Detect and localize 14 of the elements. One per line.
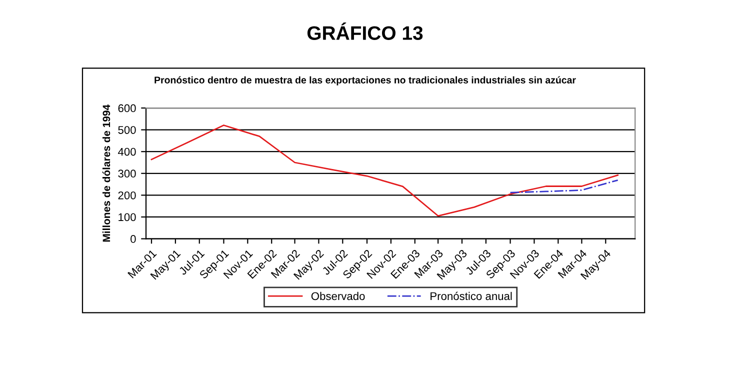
chart-title: GRÁFICO 13 (307, 22, 423, 40)
line-series (150, 124, 619, 217)
y-axis-title: Millones de dólares de 1994 (102, 104, 110, 242)
y-tick-label: 300 (118, 170, 136, 178)
y-tick-label: 0 (130, 235, 136, 243)
y-tick-label: 400 (118, 148, 136, 156)
y-tick-label: 100 (118, 213, 136, 222)
y-tick-label: 200 (118, 191, 136, 200)
chart-subtitle: Pronóstico dentro de muestra de las exportaciones no tradicionales industriales sin azúcar (154, 76, 576, 86)
legend-label: Observado (311, 292, 365, 300)
legend-label: Pronóstico anual (430, 292, 512, 300)
line-series (510, 179, 619, 194)
y-tick-label: 500 (118, 126, 136, 134)
y-tick-label: 600 (118, 104, 136, 112)
